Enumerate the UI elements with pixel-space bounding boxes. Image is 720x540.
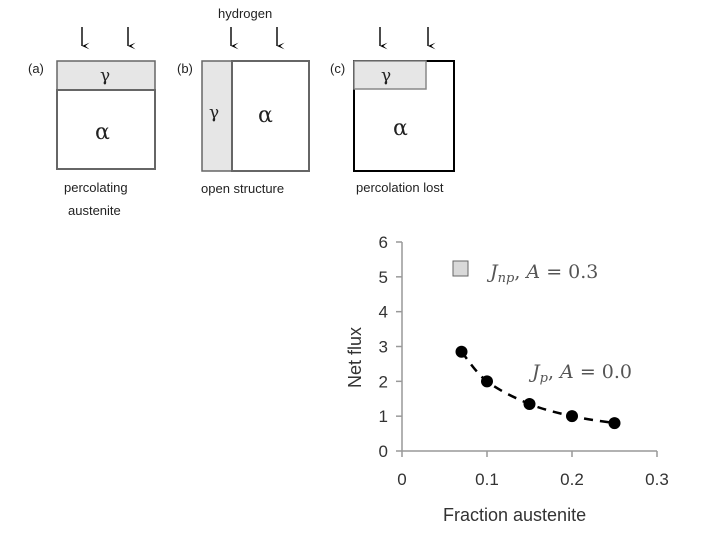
panel-b-caption: open structure: [201, 181, 284, 196]
panel-a-gamma-layer: [56, 60, 156, 91]
chart-marks: [455, 345, 621, 430]
y-tick-labels: 0 1 2 3 4 5 6: [379, 233, 402, 461]
x-tick-label: 0.1: [475, 470, 499, 489]
data-point: [455, 345, 468, 358]
net-flux-chart: 0 1 2 3 4 5 6 0 0.1 0.2 0.3 Fraction austenite Ne…: [345, 233, 669, 525]
x-tick-labels: 0 0.1 0.2 0.3: [397, 451, 669, 489]
panel-a-tag: (a): [28, 61, 44, 76]
panel-c-gamma-symbol: γ: [381, 66, 391, 86]
panel-a-alpha-symbol: α: [95, 120, 110, 145]
hydrogen-label: hydrogen: [218, 6, 272, 21]
x-axis-label: Fraction austenite: [443, 505, 586, 525]
panel-a-caption-line2: austenite: [68, 203, 121, 218]
y-tick-label: 2: [379, 372, 388, 391]
data-point: [608, 417, 621, 430]
y-tick-label: 3: [379, 338, 388, 357]
panel-a-alpha-block: [56, 89, 156, 170]
y-tick-label: 4: [379, 303, 388, 322]
y-axis-label: Net flux: [345, 327, 365, 388]
y-tick-label: 5: [379, 268, 388, 287]
y-tick-label: 0: [379, 442, 388, 461]
panel-c-caption: percolation lost: [356, 180, 444, 195]
panel-a: (a) γ α percolating austenite: [28, 27, 156, 218]
panel-b-alpha-block: [231, 60, 310, 172]
data-point: [523, 397, 536, 410]
data-point: [566, 410, 578, 423]
panel-c-tag: (c): [330, 61, 345, 76]
panel-a-gamma-symbol: γ: [100, 66, 110, 86]
y-tick-label: 6: [379, 233, 388, 252]
panel-c-alpha-symbol: α: [393, 116, 408, 141]
legend-square-marker: [452, 260, 469, 277]
x-tick-label: 0.3: [645, 470, 669, 489]
panel-c: (c) γ α percolation lost: [330, 27, 455, 195]
legend-jp: Jp, A = 0.0: [528, 361, 632, 386]
panel-b-alpha-symbol: α: [258, 103, 273, 128]
x-tick-label: 0.2: [560, 470, 584, 489]
panel-b-gamma-layer: [201, 60, 233, 172]
y-tick-label: 1: [379, 407, 388, 426]
x-tick-label: 0: [397, 470, 406, 489]
panel-b: hydrogen (b) γ α open structure: [177, 6, 310, 196]
legend-jnp: Jnp, A = 0.3: [486, 261, 598, 286]
panel-b-tag: (b): [177, 61, 193, 76]
panel-c-gamma-layer: [353, 60, 427, 90]
panel-a-caption-line1: percolating: [64, 180, 128, 195]
data-point: [481, 375, 493, 388]
panel-b-gamma-symbol: γ: [209, 103, 219, 123]
